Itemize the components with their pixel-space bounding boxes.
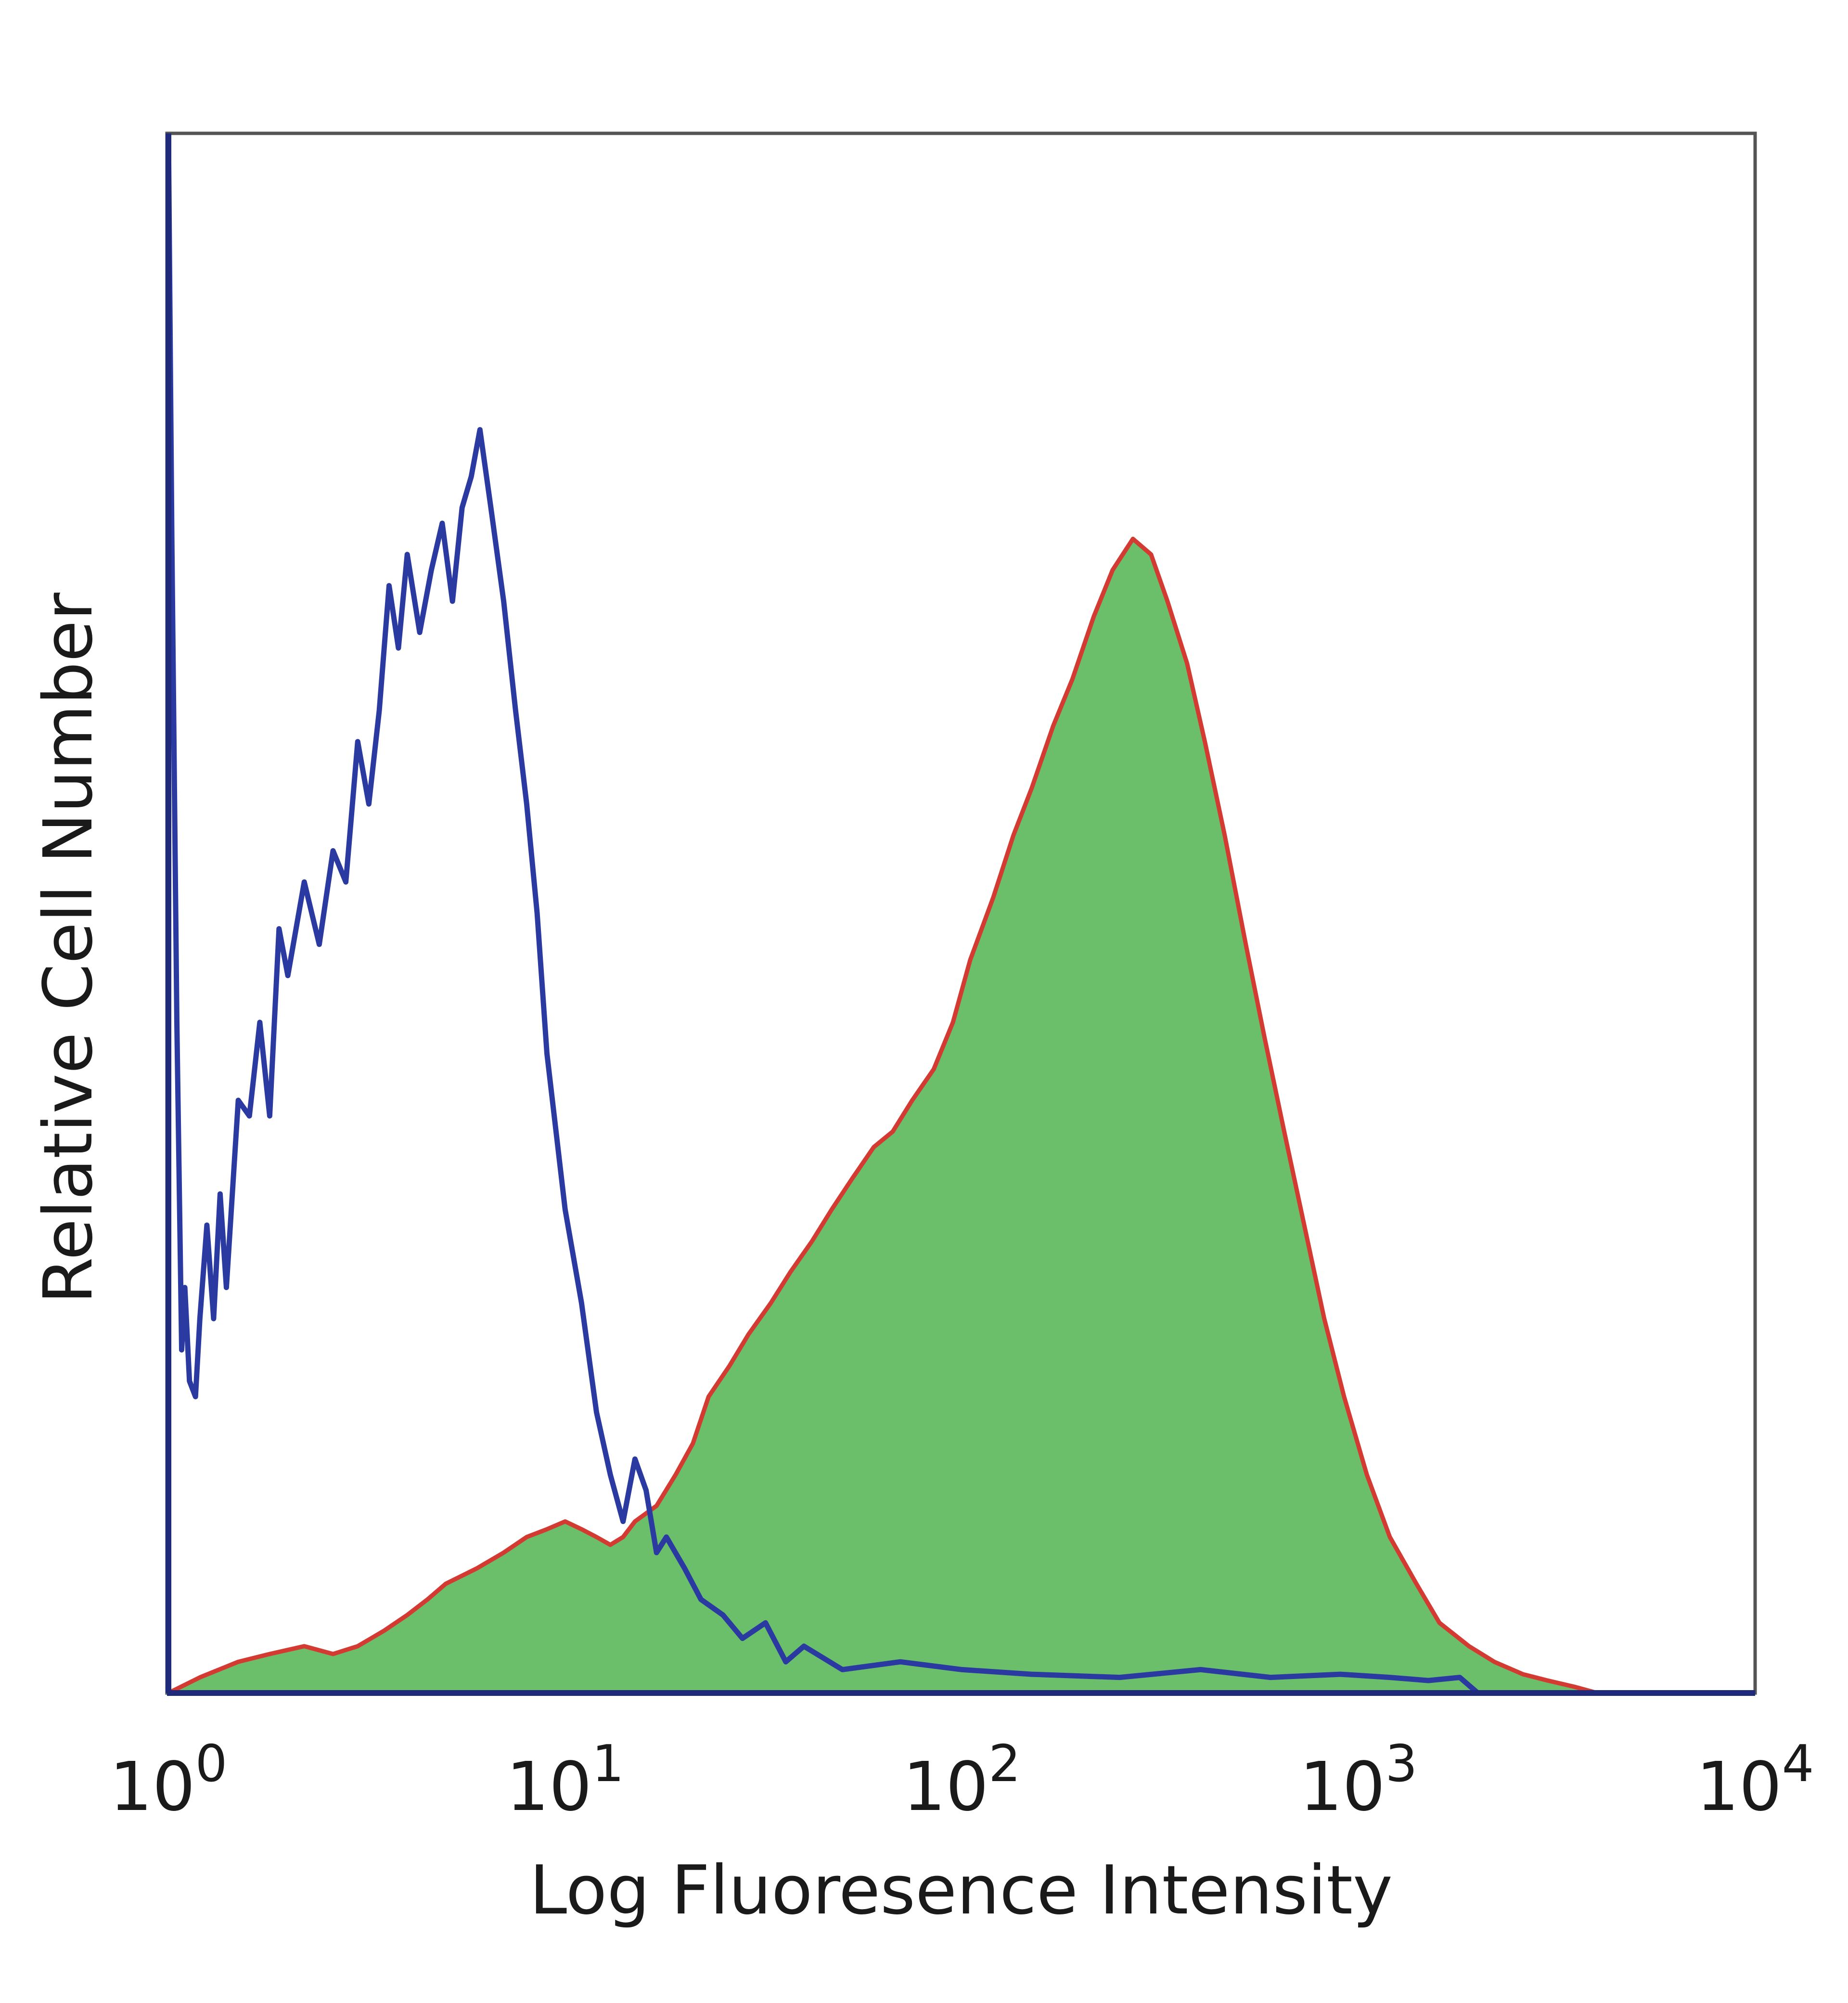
x-tick-label-2: 102	[903, 1734, 1021, 1826]
y-axis-label: Relative Cell Number	[29, 593, 108, 1304]
x-tick-label-1: 101	[506, 1734, 624, 1826]
x-tick-label-3: 103	[1299, 1734, 1417, 1826]
series-1-line	[167, 536, 1598, 1695]
x-tick-label-4: 104	[1696, 1734, 1814, 1826]
series-1-area	[168, 539, 1597, 1693]
series-0-line	[166, 133, 1480, 1695]
x-axis-label: Log Fluoresence Intensity	[529, 1851, 1393, 1930]
x-tick-label-0: 100	[110, 1734, 228, 1826]
